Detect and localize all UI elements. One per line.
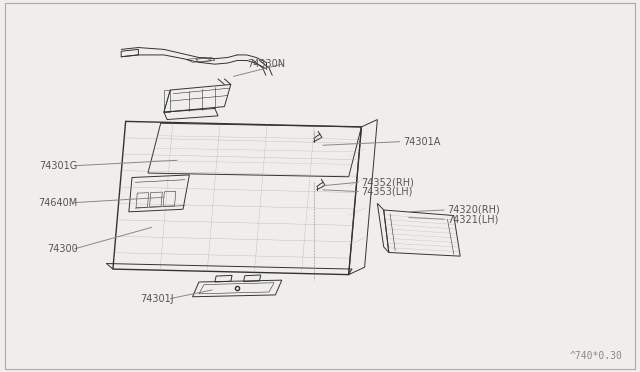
Text: ^740*0.30: ^740*0.30 [570,352,623,361]
Text: 74301J: 74301J [140,294,173,304]
Text: 74352(RH): 74352(RH) [362,177,414,187]
Text: 74640M: 74640M [38,198,78,208]
Text: 74353(LH): 74353(LH) [362,186,413,196]
Text: 74301G: 74301G [40,161,78,171]
Text: 74300: 74300 [47,244,78,254]
Text: 74320(RH): 74320(RH) [447,205,500,215]
Text: 74301A: 74301A [403,137,440,147]
Text: 74330N: 74330N [247,59,285,69]
Text: 74321(LH): 74321(LH) [447,214,499,224]
